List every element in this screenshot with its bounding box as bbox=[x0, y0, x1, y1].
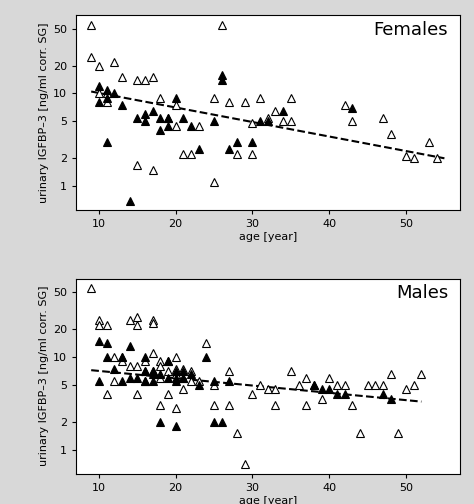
Text: Females: Females bbox=[374, 21, 448, 39]
X-axis label: age [year]: age [year] bbox=[239, 232, 297, 242]
Y-axis label: urinary IGFBP–3 [ng/ml corr. SG]: urinary IGFBP–3 [ng/ml corr. SG] bbox=[38, 286, 48, 466]
Y-axis label: urinary IGFBP–3 [ng/ml corr. SG]: urinary IGFBP–3 [ng/ml corr. SG] bbox=[38, 23, 48, 203]
Text: Males: Males bbox=[396, 284, 448, 302]
X-axis label: age [year]: age [year] bbox=[239, 495, 297, 504]
